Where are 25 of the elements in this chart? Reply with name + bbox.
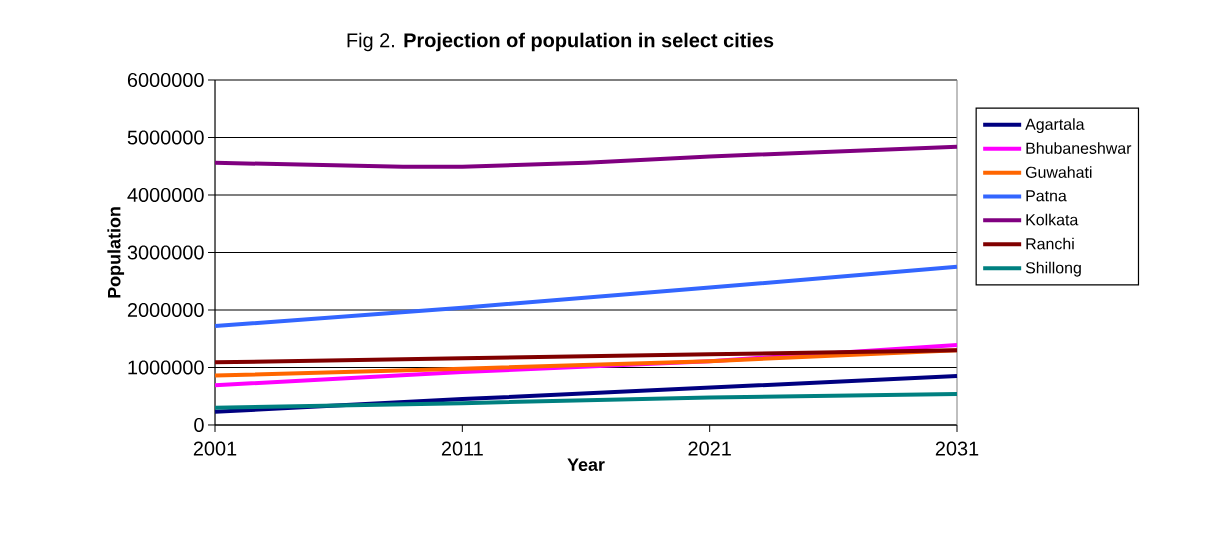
y-axis-title: Population bbox=[107, 207, 125, 298]
y-tick-label: 3000000 bbox=[127, 245, 204, 260]
x-tick-label: 2031 bbox=[935, 441, 979, 456]
x-axis-title: Year bbox=[567, 458, 605, 471]
y-tick-label: 4000000 bbox=[127, 187, 204, 203]
y-tick-label: 2000000 bbox=[127, 302, 204, 318]
legend-label: Agartala bbox=[1025, 118, 1085, 134]
y-tick-label: 1000000 bbox=[128, 360, 204, 375]
x-tick-label: 2021 bbox=[688, 441, 731, 456]
legend-label: Patna bbox=[1026, 190, 1067, 202]
legend-label: Shillong bbox=[1025, 261, 1081, 277]
y-tick-label: 0 bbox=[194, 417, 204, 433]
legend-label: Ranchi bbox=[1026, 237, 1074, 250]
chart-title: Fig 2. Projection of population in select cities bbox=[347, 32, 774, 52]
legend-label: Guwahati bbox=[1025, 166, 1092, 178]
y-tick-label: 5000000 bbox=[127, 130, 204, 145]
line-series bbox=[213, 264, 960, 329]
line-series bbox=[213, 348, 960, 365]
legend-label: Bhubaneshwar bbox=[1026, 142, 1132, 154]
y-tick-label: 6000000 bbox=[127, 72, 204, 88]
line-series bbox=[213, 144, 960, 169]
x-tick-label: 2011 bbox=[441, 441, 483, 456]
line-series bbox=[213, 391, 960, 410]
x-tick-label: 2001 bbox=[193, 441, 237, 456]
legend-label: Kolkata bbox=[1026, 213, 1079, 226]
